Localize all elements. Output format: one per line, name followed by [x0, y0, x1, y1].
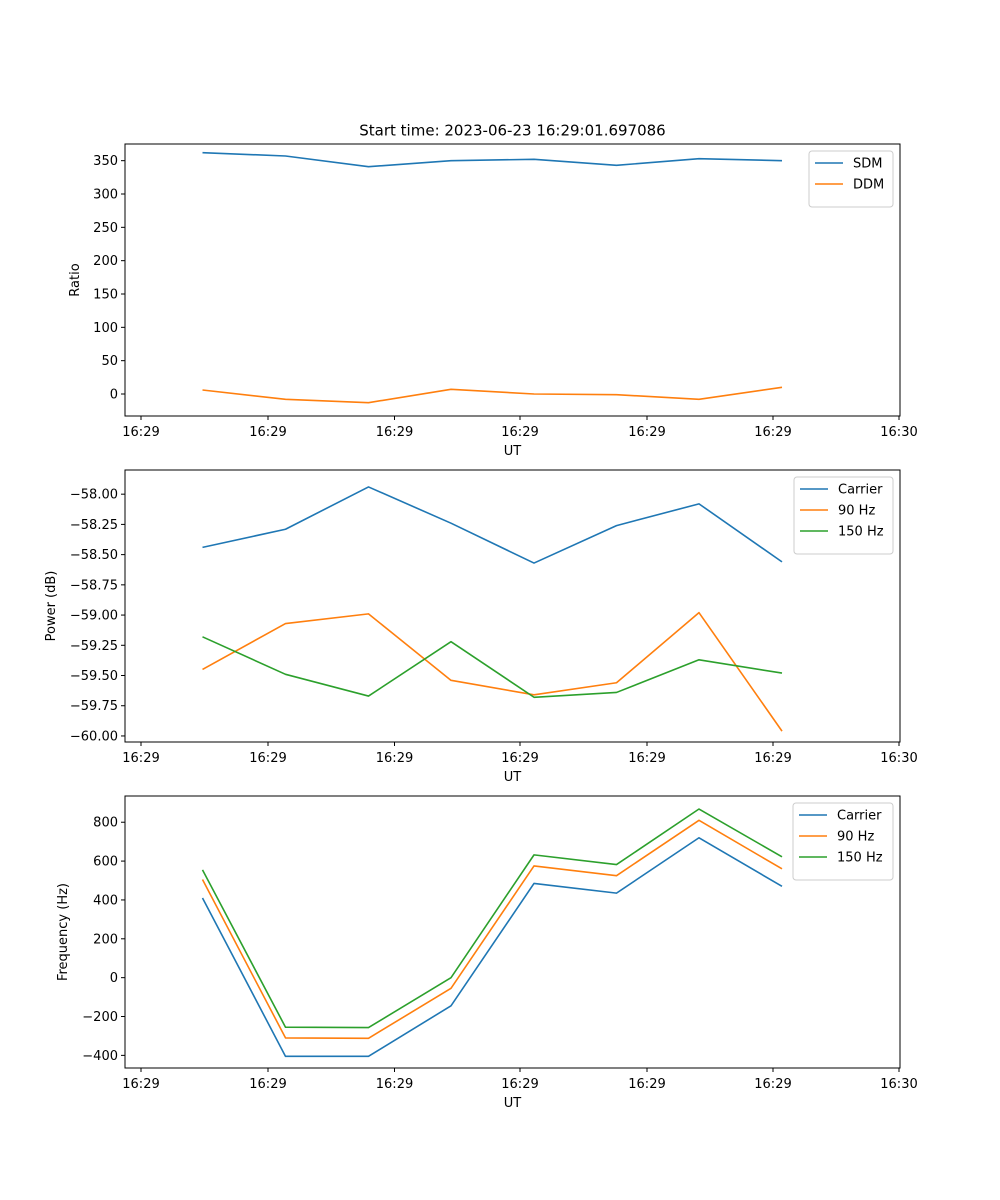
legend-box	[792, 802, 894, 881]
y-tick-label: 800	[93, 816, 118, 831]
x-tick-label: 16:29	[501, 751, 538, 766]
legend: Carrier 90 Hz 150 Hz	[793, 476, 894, 555]
y-tick-label: −59.25	[70, 639, 118, 654]
x-tick-label: 16:29	[501, 1077, 538, 1092]
y-tick-label: −58.25	[70, 518, 118, 533]
y-axis-label: Ratio	[68, 263, 83, 296]
x-tick-label: 16:29	[376, 1077, 413, 1092]
axes-frame	[124, 469, 901, 743]
y-tick-label: −58.00	[70, 488, 118, 503]
y-tick-label: 100	[93, 321, 118, 336]
axes-frame	[124, 143, 901, 417]
x-axis-label: UT	[504, 444, 522, 459]
x-tick-label: 16:29	[249, 425, 286, 440]
y-tick-label: 150	[93, 288, 118, 303]
y-tick-label: −58.50	[70, 548, 118, 563]
legend-label: 150 Hz	[838, 525, 884, 540]
legend: SDM DDM	[808, 150, 894, 208]
figure-title: Start time: 2023-06-23 16:29:01.697086	[359, 122, 665, 140]
y-tick-label: 200	[93, 254, 118, 269]
legend-label: 90 Hz	[838, 504, 875, 519]
y-tick-label: 50	[101, 354, 118, 369]
series-line-sdm	[202, 151, 783, 168]
panel-2: −58.00 −58.25 −58.50 −58.75 −59.00 −59.25 −59.…	[44, 469, 918, 785]
x-tick-label: 16:29	[249, 1077, 286, 1092]
legend-box	[793, 476, 894, 555]
x-tick-label: 16:29	[628, 1077, 665, 1092]
x-axis-label: UT	[504, 1096, 522, 1111]
legend: Carrier 90 Hz 150 Hz	[792, 802, 894, 881]
legend-label: 150 Hz	[837, 851, 883, 866]
x-tick-label: 16:29	[754, 425, 791, 440]
y-tick-label: −200	[82, 1010, 118, 1025]
x-tick-label: 16:29	[122, 751, 159, 766]
legend-box	[808, 150, 894, 208]
series-line-90-hz	[202, 611, 783, 732]
y-tick-label: 400	[93, 893, 118, 908]
x-tick-label: 16:29	[754, 1077, 791, 1092]
series-line-150-hz	[202, 636, 783, 699]
x-tick-label: 16:29	[754, 751, 791, 766]
y-tick-label: −59.00	[70, 609, 118, 624]
y-tick-label: 300	[93, 188, 118, 203]
y-tick-label: 600	[93, 855, 118, 870]
series-line-carrier	[201, 836, 783, 1058]
series-line-ddm	[202, 386, 783, 404]
legend-label: Carrier	[837, 809, 882, 824]
y-tick-label: −60.00	[70, 729, 118, 744]
legend-label: Carrier	[838, 483, 883, 498]
y-tick-label: −58.75	[70, 578, 118, 593]
y-axis-label: Frequency (Hz)	[56, 883, 71, 981]
x-tick-label: 16:29	[501, 425, 538, 440]
y-tick-label: 200	[93, 932, 118, 947]
y-tick-label: 250	[93, 221, 118, 236]
x-tick-label: 16:29	[122, 1077, 159, 1092]
x-tick-label: 16:30	[880, 1077, 917, 1092]
y-tick-label: 0	[110, 971, 118, 986]
legend-label: 90 Hz	[837, 830, 874, 845]
x-axis-label: UT	[504, 770, 522, 785]
x-tick-label: 16:29	[628, 425, 665, 440]
x-tick-label: 16:30	[880, 751, 917, 766]
series-line-150-hz	[201, 808, 783, 1029]
y-tick-label: 0	[110, 388, 118, 403]
panel-3: −400 −200 0 200 400 600 800 16:29 16:29 16:29 16:2…	[56, 795, 918, 1111]
series-line-90-hz	[201, 819, 783, 1040]
y-axis-label: Power (dB)	[44, 571, 59, 642]
x-tick-label: 16:29	[376, 751, 413, 766]
x-tick-label: 16:30	[880, 425, 917, 440]
legend-label: DDM	[853, 178, 884, 193]
x-tick-label: 16:29	[249, 751, 286, 766]
y-tick-label: 350	[93, 154, 118, 169]
x-tick-label: 16:29	[122, 425, 159, 440]
x-tick-label: 16:29	[376, 425, 413, 440]
x-tick-label: 16:29	[628, 751, 665, 766]
y-tick-label: −400	[82, 1049, 118, 1064]
series-line-carrier	[202, 486, 783, 564]
panel-1: 0 50 100 150 200 250 300 350 16:29 16:29 16:29 16:2…	[68, 143, 918, 459]
y-tick-label: −59.50	[70, 669, 118, 684]
y-tick-label: −59.75	[70, 699, 118, 714]
legend-label: SDM	[853, 157, 882, 172]
axes-frame	[124, 795, 901, 1069]
